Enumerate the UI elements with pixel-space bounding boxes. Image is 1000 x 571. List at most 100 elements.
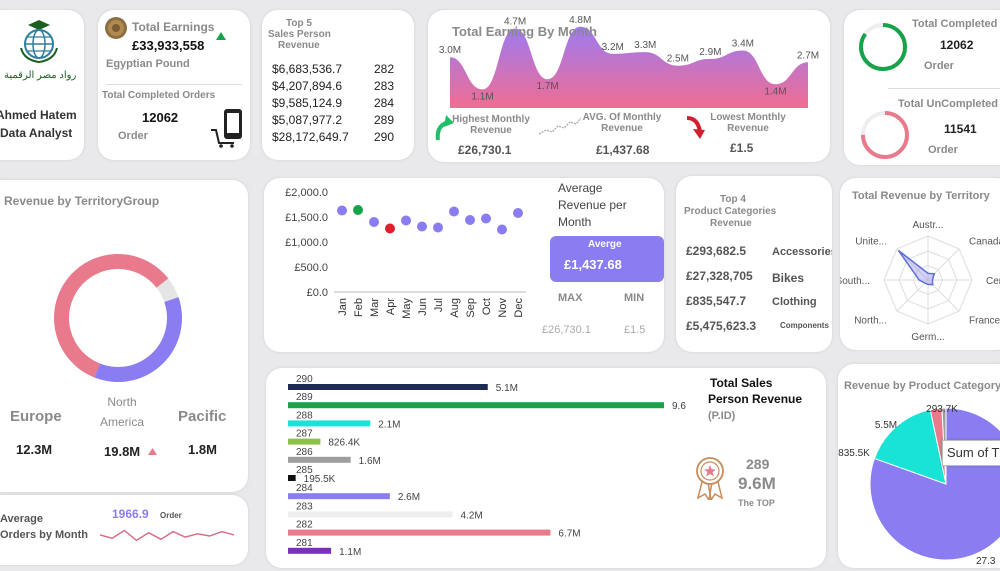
completed-card: Total Completed 12062 Order Total UnComp… — [844, 10, 1000, 165]
territory-radar-card: Total Revenue by Territory Austr... Canad… — [840, 178, 1000, 350]
top5-amount: $6,683,536.7 — [272, 62, 343, 76]
radar-spoke — [896, 279, 929, 312]
pie-label: 835.5K — [838, 448, 870, 459]
avg-revenue-title: Average Revenue per Month — [558, 181, 627, 229]
earnings-value: £33,933,558 — [132, 38, 205, 53]
bar — [288, 547, 332, 554]
top-label: The TOP — [738, 498, 775, 508]
month-value-label: 4.8M — [569, 15, 591, 26]
avg-orders-unit: Order — [160, 511, 182, 520]
salesperson-title-1: Total Sales — [710, 376, 773, 390]
radar-label: France — [969, 316, 1000, 327]
badge-value: £1,437.68 — [564, 257, 622, 272]
salesperson-title-2: Person Revenue — [708, 392, 803, 406]
bar — [288, 384, 488, 390]
salesperson-bar-card: 290 5.1M 289 9.6M 288 2.1M 287 826.4K 286 1.6M 285… — [266, 368, 826, 568]
bar-value-label: 6.7M — [558, 529, 580, 540]
radar-title: Total Revenue by Territory — [852, 190, 990, 202]
lowest-label: Lowest Monthly Revenue — [710, 112, 786, 134]
badge-label: Averge — [588, 239, 622, 250]
radar-label: North... — [854, 316, 887, 327]
radar-label: Austr... — [912, 220, 943, 231]
territory-donut-chart — [54, 253, 182, 382]
top4-amount: £293,682.5 — [686, 244, 747, 258]
max-label: MAX — [558, 292, 583, 304]
earning-by-month-card: 3.0M 1.1M 4.7M 1.7M 4.8M 3.2M 3.3M 2.5M 2.9M 3.4M… — [428, 10, 830, 162]
top5-title-2: Sales Person — [268, 29, 331, 40]
divider — [888, 88, 1000, 89]
top4-category: Accessories — [772, 246, 832, 258]
pie-label: 5.5M — [875, 420, 897, 431]
top5-amount: $9,585,124.9 — [272, 96, 343, 110]
top4-title-3: Revenue — [710, 218, 752, 229]
pie-slice-components — [873, 409, 947, 485]
avg-orders-card: Average Orders by Month 1966.9 Order — [0, 495, 248, 565]
bar-category-label: 286 — [296, 447, 313, 458]
bar-value-label: 5.1M — [496, 383, 518, 394]
bar — [288, 402, 664, 409]
globe-logo-icon — [20, 20, 58, 64]
avg-revenue-dot-chart: £0.0 £500.0 £1,000.0 £1,500.0 £2,000.0 Jan Feb… — [285, 187, 526, 319]
bar-value-label: 195.5K — [304, 474, 336, 485]
phone-cart-icon — [211, 109, 242, 148]
avg-line-icon — [538, 117, 582, 135]
top5-amount: $5,087,977.2 — [272, 113, 343, 127]
x-tick-label: Feb — [353, 298, 365, 317]
x-tick-label: Aug — [449, 298, 461, 318]
down-curve-arrow-icon — [686, 116, 705, 139]
bar-value-label: 2.1M — [378, 419, 400, 430]
orders-value: 12062 — [142, 110, 179, 125]
month-value-label: 2.9M — [699, 47, 721, 58]
earnings-card: Total Earnings £33,933,558 Egyptian Poun… — [98, 10, 250, 160]
average-badge: Averge £1,437.68 — [550, 236, 664, 282]
month-dot — [481, 213, 491, 224]
x-tick-label: Apr — [385, 298, 397, 315]
bar-value-label: 1.6M — [359, 456, 381, 467]
y-tick-label: £0.0 — [307, 287, 328, 299]
top4-amount: £835,547.7 — [686, 294, 747, 308]
y-tick-label: £1,500.0 — [285, 212, 328, 224]
month-dot — [369, 217, 379, 227]
bar — [288, 529, 551, 536]
x-tick-label: Jan — [337, 298, 349, 316]
earning-area — [450, 26, 808, 108]
uncompleted-title: Total UnCompleted — [898, 98, 999, 110]
top5-card: Top 5 Sales Person Revenue $6,683,536.7 2… — [262, 10, 414, 160]
bar — [288, 456, 351, 463]
month-dot — [417, 221, 427, 232]
top4-category: Clothing — [772, 296, 817, 308]
month-value-label: 2.5M — [667, 54, 689, 65]
top5-id: 290 — [374, 130, 395, 144]
min-value: £1.5 — [624, 324, 646, 336]
y-tick-label: £2,000.0 — [285, 187, 328, 199]
territory-radar-chart: Austr... Canada Central France Germ... North.… — [840, 220, 1000, 343]
highest-value: £26,730.1 — [458, 143, 512, 157]
month-value-label: 3.2M — [602, 42, 624, 53]
bar — [288, 420, 371, 427]
bar-category-label: 290 — [296, 374, 313, 385]
bar-category-label: 283 — [296, 501, 313, 512]
top4-category: Components — [780, 321, 829, 330]
bar — [288, 475, 296, 481]
top5-amount: $4,207,894.6 — [272, 79, 343, 93]
bar-category-label: 285 — [296, 465, 313, 476]
region-europe-value: 12.3M — [16, 442, 53, 457]
radar-label: South... — [840, 276, 870, 287]
logo-text: رواد مصر الرقمية — [4, 70, 77, 81]
month-value-label: 1.7M — [537, 81, 559, 92]
y-tick-label: £1,000.0 — [285, 237, 328, 249]
bar-value-label: 826.4K — [328, 438, 360, 449]
x-tick-label: Sep — [465, 298, 477, 318]
month-value-label: 1.1M — [471, 91, 493, 102]
bar-value-label: 9.6M — [672, 401, 686, 412]
bar-category-label: 281 — [296, 538, 313, 549]
uncompleted-value: 11541 — [944, 122, 977, 136]
bar — [288, 493, 390, 500]
month-dot — [449, 206, 459, 217]
month-dot — [353, 205, 363, 215]
avg-orders-value: 1966.9 — [112, 507, 149, 521]
month-value-label: 3.3M — [634, 40, 656, 51]
territory-group-card: Revenue by TerritoryGroup Europe North A… — [0, 180, 248, 492]
avg-orders-title-2: Orders by Month — [0, 529, 89, 541]
divider — [106, 84, 242, 85]
